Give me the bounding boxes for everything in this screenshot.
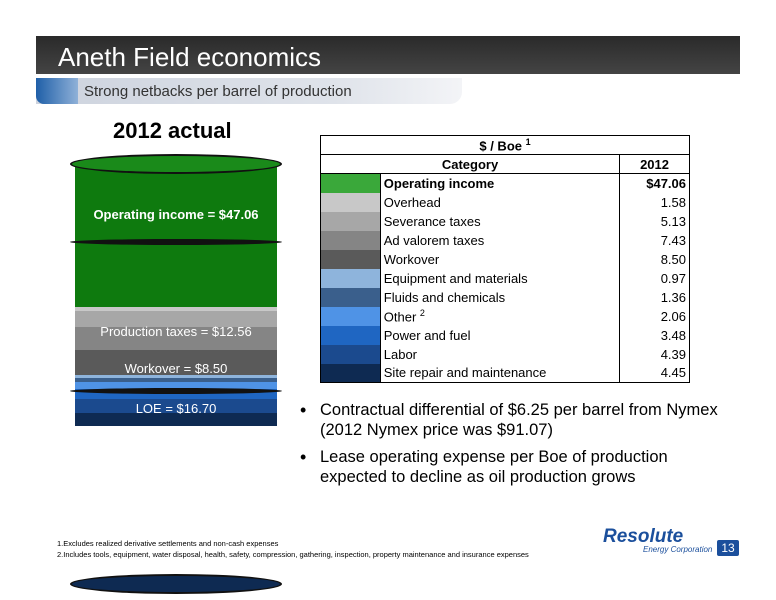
row-category-text: Severance taxes	[383, 213, 481, 229]
year-label: 2012 actual	[113, 118, 232, 143]
row-category: Ad valorem taxes	[379, 230, 621, 250]
row-value: 4.39	[619, 344, 690, 364]
row-color-swatch	[320, 211, 381, 231]
row-value: 1.58	[619, 192, 690, 212]
row-category: Operating income	[379, 173, 621, 193]
row-color-swatch	[320, 325, 381, 345]
barrel-segment	[75, 399, 277, 413]
row-category-text: Workover	[383, 251, 440, 267]
table-row: Operating income $47.06	[320, 173, 690, 193]
barrel-top	[70, 154, 282, 174]
barrel-segment	[75, 327, 277, 351]
company-logo: Resolute	[603, 526, 684, 547]
cost-table: $ / Boe 1 Category 2012 Operating income…	[319, 135, 690, 383]
row-category-text: Ad valorem taxes	[383, 232, 485, 248]
row-color-swatch	[320, 363, 381, 383]
bullet-list: Contractual differential of $6.25 per ba…	[300, 400, 720, 494]
row-color-swatch	[320, 268, 381, 288]
row-category: Severance taxes	[379, 211, 621, 231]
row-category-text: Power and fuel	[383, 327, 471, 343]
production-taxes-label: Production taxes = $12.56	[100, 324, 252, 339]
column-header-year: 2012	[619, 154, 690, 174]
footnote: 1.Excludes realized derivative settlemen…	[57, 539, 279, 548]
row-category: Site repair and maintenance	[379, 363, 621, 383]
row-category: Overhead	[379, 192, 621, 212]
table-row: Fluids and chemicals 1.36	[320, 287, 690, 307]
table-row: Power and fuel 3.48	[320, 325, 690, 345]
company-logo-subtitle: Energy Corporation	[643, 545, 713, 554]
table-row: Ad valorem taxes 7.43	[320, 230, 690, 250]
row-value: 1.36	[619, 287, 690, 307]
row-color-swatch	[320, 230, 381, 250]
row-value: 3.48	[619, 325, 690, 345]
row-category-text: Other	[383, 309, 417, 325]
barrel-hoop	[70, 388, 282, 394]
row-value: 7.43	[619, 230, 690, 250]
barrel-segment	[75, 311, 277, 328]
page-number: 13	[717, 540, 739, 556]
table-row: Equipment and materials 0.97	[320, 268, 690, 288]
row-category: Power and fuel	[379, 325, 621, 345]
row-color-swatch	[320, 173, 381, 193]
title-bar: Aneth Field economics	[36, 36, 740, 74]
footnote-marker: 2	[419, 307, 425, 318]
row-category: Other 2	[379, 306, 621, 326]
row-value: 2.06	[619, 306, 690, 326]
row-color-swatch	[320, 344, 381, 364]
barrel-segment	[75, 412, 277, 426]
row-color-swatch	[320, 192, 381, 212]
barrel-segment	[75, 164, 277, 308]
row-category: Workover	[379, 249, 621, 269]
bullet-item: Lease operating expense per Boe of produ…	[300, 447, 720, 487]
barrel-body	[75, 164, 277, 426]
row-color-swatch	[320, 306, 381, 326]
barrel-segment	[75, 378, 277, 383]
barrel-segment	[75, 375, 277, 379]
barrel-segment	[75, 306, 277, 312]
operating-income-label: Operating income = $47.06	[93, 207, 259, 222]
barrel-segment	[75, 388, 277, 400]
bullet-item: Contractual differential of $6.25 per ba…	[300, 400, 720, 440]
row-category: Labor	[379, 344, 621, 364]
row-category-text: Operating income	[383, 175, 495, 191]
barrel-hoop	[70, 239, 282, 245]
barrel-segment	[75, 382, 277, 390]
table-header: $ / Boe 1	[320, 135, 690, 155]
footnote: 2.Includes tools, equipment, water dispo…	[57, 550, 529, 559]
oil-barrel-chart: Operating income = $47.06 Production tax…	[70, 150, 282, 594]
table-row: Site repair and maintenance 4.45	[320, 363, 690, 383]
footnotes: 1.Excludes realized derivative settlemen…	[57, 538, 529, 560]
row-category: Fluids and chemicals	[379, 287, 621, 307]
subtitle-bar	[36, 78, 462, 104]
row-value: $47.06	[619, 173, 690, 193]
row-category: Equipment and materials	[379, 268, 621, 288]
row-value: 4.45	[619, 363, 690, 383]
row-value: 8.50	[619, 249, 690, 269]
table-row: Overhead 1.58	[320, 192, 690, 212]
row-category-text: Fluids and chemicals	[383, 289, 506, 305]
column-header-category: Category	[319, 154, 621, 174]
row-category-text: Equipment and materials	[383, 270, 528, 286]
slide-subtitle: Strong netbacks per barrel of production	[84, 83, 352, 100]
row-category-text: Labor	[383, 346, 418, 362]
subtitle-accent	[36, 78, 78, 104]
row-category-text: Site repair and maintenance	[383, 365, 547, 381]
row-value: 0.97	[619, 268, 690, 288]
table-row: Workover 8.50	[320, 249, 690, 269]
table-row: Severance taxes 5.13	[320, 211, 690, 231]
barrel-segment	[75, 349, 277, 376]
table-row: Other 2 2.06	[320, 306, 690, 326]
row-category-text: Overhead	[383, 194, 441, 210]
barrel-bottom	[70, 574, 282, 594]
table-row: Labor 4.39	[320, 344, 690, 364]
slide-title: Aneth Field economics	[58, 42, 322, 72]
loe-label: LOE = $16.70	[135, 401, 217, 416]
row-value: 5.13	[619, 211, 690, 231]
row-color-swatch	[320, 249, 381, 269]
workover-label: Workover = $8.50	[124, 361, 228, 376]
row-color-swatch	[320, 287, 381, 307]
